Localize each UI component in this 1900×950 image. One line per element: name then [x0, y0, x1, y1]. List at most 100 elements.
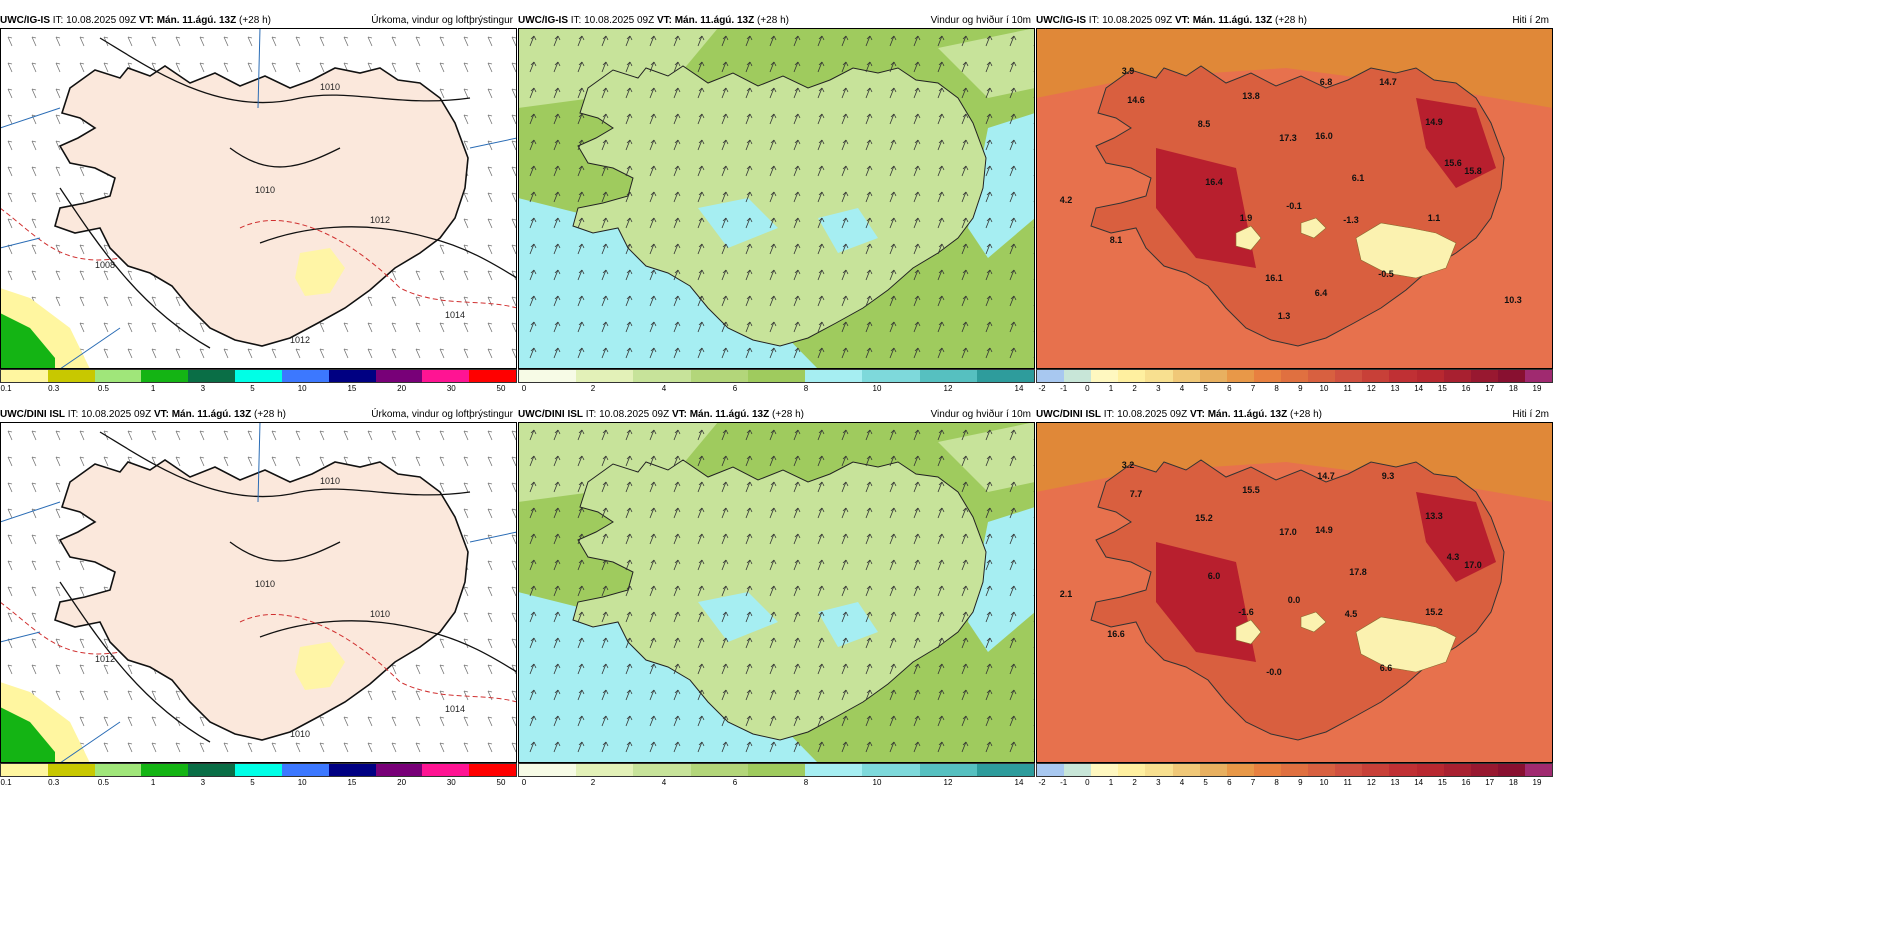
colorbar-swatch: [141, 370, 189, 382]
map-view[interactable]: 3.2 7.7 15.5 14.7 9.3 15.2 17.0 14.9 13.3 17.0 6.0…: [1036, 422, 1553, 763]
temp-value: -0.0: [1266, 667, 1282, 677]
panel-title: Hiti í 2m: [1512, 409, 1549, 420]
graticule: [469, 137, 517, 149]
panel-header: UWC/DINI ISL IT: 10.08.2025 09Z VT: Mán.…: [518, 408, 804, 422]
panel-title: Úrkoma, vindur og loftþrýstingur: [371, 15, 513, 26]
temp-value: 15.2: [1195, 513, 1213, 523]
temp-value: 8.1: [1109, 235, 1123, 245]
isobar: [229, 147, 341, 168]
colorbar-tick-label: 12: [943, 778, 953, 787]
colorbar-tick-label: 30: [446, 384, 456, 393]
temp-value: 13.3: [1425, 511, 1443, 521]
graticule: [257, 28, 261, 109]
lead-time: (+28 h): [251, 409, 286, 420]
colorbar-tick-label: 6: [1227, 384, 1232, 393]
colorbar-tick-label: -1: [1060, 384, 1068, 393]
temp-value: 0.0: [1287, 595, 1301, 605]
map-view[interactable]: [518, 28, 1035, 369]
colorbar-swatch: [47, 370, 95, 382]
colorbar-swatch: [1118, 764, 1146, 776]
map-view[interactable]: [518, 422, 1035, 763]
colorbar-tick-label: 7: [1250, 778, 1256, 787]
map-view[interactable]: 1010 1010 1012 1008 1012 1014: [0, 28, 517, 369]
wind-vectors: [529, 429, 1035, 753]
temp-value: 15.8: [1464, 166, 1482, 176]
init-time: IT: 10.08.2025 09Z: [50, 15, 139, 26]
temp-value: -0.1: [1286, 201, 1302, 211]
colorbar-swatches: [518, 369, 1035, 383]
colorbar-tick-label: 0.5: [97, 778, 109, 787]
init-time: IT: 10.08.2025 09Z: [1086, 15, 1175, 26]
precip-area: [295, 248, 345, 296]
temp-value: 8.5: [1197, 119, 1211, 129]
temp-value: 15.2: [1425, 607, 1443, 617]
colorbar-tick-label: 0: [1085, 384, 1090, 393]
colorbar-swatch: [422, 764, 470, 776]
precip-area: [295, 642, 345, 690]
glacier: [1300, 611, 1327, 633]
colorbar-tick-label: 8: [803, 384, 809, 393]
colorbar-swatch: [1091, 370, 1119, 382]
colorbar-tick-label: 0.3: [48, 778, 60, 787]
colorbar-tick-label: 0.3: [48, 384, 60, 393]
colorbar-tick-label: 50: [496, 384, 506, 393]
colorbar-tick-label: 30: [446, 778, 456, 787]
colorbar-tick-label: 1: [1108, 778, 1114, 787]
panel-header: UWC/DINI ISL IT: 10.08.2025 09Z VT: Mán.…: [0, 408, 286, 422]
panel-header: UWC/DINI ISL IT: 10.08.2025 09Z VT: Mán.…: [1036, 408, 1322, 422]
colorbar-tick-label: 4: [661, 778, 667, 787]
colorbar-swatches: [1036, 369, 1553, 383]
colorbar-tick-label: 2: [590, 384, 596, 393]
colorbar-tick-label: 18: [1508, 384, 1518, 393]
colorbar-swatch: [1497, 370, 1525, 382]
isobar: [259, 620, 517, 673]
panel-title: Úrkoma, vindur og loftþrýstingur: [371, 409, 513, 420]
map-view[interactable]: 1010 1010 1010 1012 1010 1014: [0, 422, 517, 763]
colorbar-ticks: 0.1 0.3 0.5 1 3 5 10 15 20 30 50: [0, 777, 517, 789]
colorbar-tick-label: 0.1: [0, 778, 12, 787]
iceland-outline: [572, 459, 987, 741]
colorbar-swatch: [1253, 370, 1281, 382]
colorbar-tick-label: 6: [732, 778, 738, 787]
colorbar: 0 2 4 6 8 10 12 14: [518, 369, 1035, 395]
graticule: [59, 721, 121, 763]
temp-value: 16.4: [1205, 177, 1223, 187]
colorbar-swatch: [690, 764, 748, 776]
colorbar-swatch: [633, 370, 691, 382]
model-name: UWC/IG-IS: [518, 15, 568, 26]
colorbar-swatch: [1416, 764, 1444, 776]
colorbar-tick-label: 17: [1485, 778, 1495, 787]
colorbar-swatch: [1497, 764, 1525, 776]
colorbar-ticks: -2 -1 0 1 2 3 4 5 6 7 8 9 10 11 12 13 14 15 16 17 18 19: [1036, 383, 1553, 395]
graticule: [59, 327, 121, 369]
map-view[interactable]: 3.9 14.6 13.8 6.8 14.7 8.5 17.3 16.0 14.9 15.8 16.…: [1036, 28, 1553, 369]
colorbar-swatch: [1118, 370, 1146, 382]
glacier: [1355, 222, 1457, 279]
colorbar-swatch: [1, 764, 48, 776]
colorbar-tick-label: 4: [1179, 778, 1185, 787]
colorbar-tick-label: 10: [872, 384, 882, 393]
temp-value: -1.3: [1343, 215, 1359, 225]
temp-value: 1.3: [1277, 311, 1291, 321]
colorbar-tick-label: 2: [1132, 384, 1137, 393]
colorbar-swatch: [519, 370, 577, 382]
temperature-panel: UWC/DINI ISL IT: 10.08.2025 09Z VT: Mán.…: [1036, 408, 1553, 791]
colorbar-tick-label: 15: [1437, 778, 1447, 787]
colorbar-tick-label: 8: [1274, 384, 1279, 393]
isobar-label: 1010: [320, 476, 340, 486]
graticule: [0, 107, 61, 129]
isobar: [59, 187, 211, 349]
lead-time: (+28 h): [1272, 15, 1307, 26]
colorbar-tick-label: 3: [200, 384, 206, 393]
iceland-outline: [54, 65, 469, 347]
precip-area: [0, 313, 55, 369]
colorbar-ticks: 0.1 0.3 0.5 1 3 5 10 15 20 30 50: [0, 383, 517, 395]
init-time: IT: 10.08.2025 09Z: [583, 409, 672, 420]
colorbar-swatch: [1199, 370, 1227, 382]
colorbar-tick-label: 6: [732, 384, 738, 393]
temp-value: 15.5: [1242, 485, 1260, 495]
temp-value: 1.9: [1239, 213, 1253, 223]
glacier: [1355, 616, 1457, 673]
iceland-outline: [572, 65, 987, 347]
colorbar-tick-label: 7: [1250, 384, 1256, 393]
